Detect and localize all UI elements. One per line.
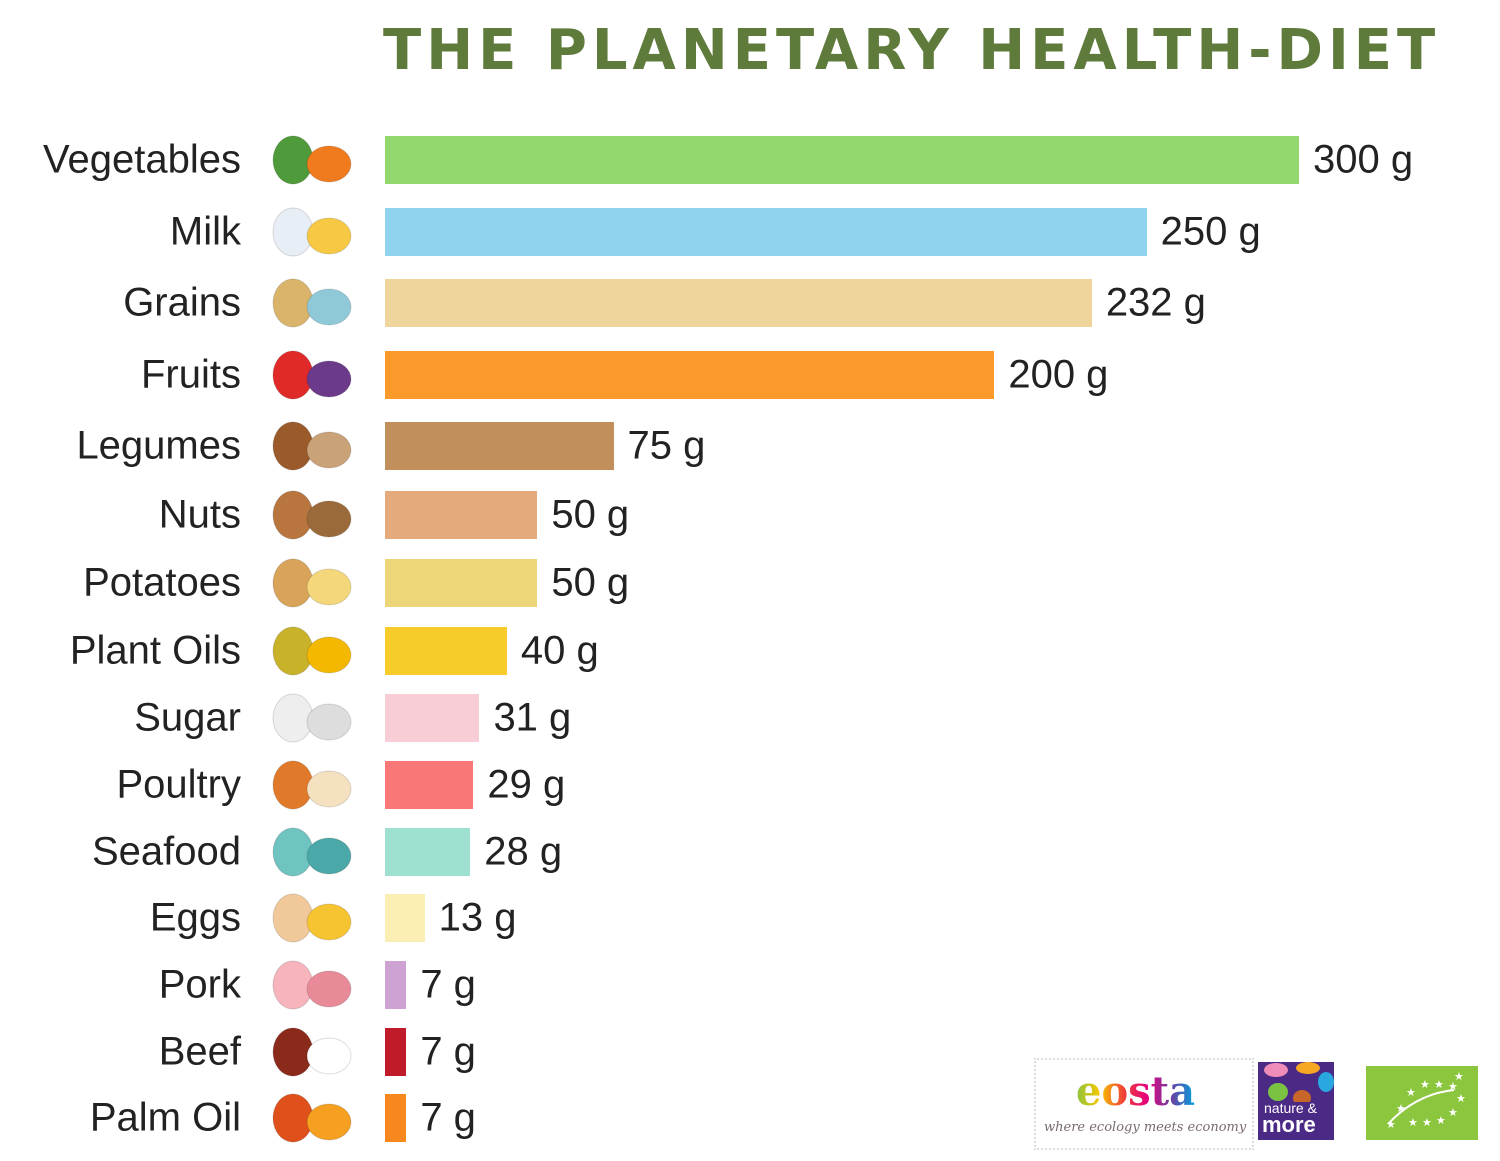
svg-text:★: ★ [1422,1116,1432,1129]
svg-text:★: ★ [1396,1102,1406,1115]
value-label: 300 g [1313,137,1414,182]
nature-and-text: nature & [1264,1100,1317,1116]
nature-and-more-logo: nature & more [1258,1062,1334,1140]
grains-icon [265,273,361,333]
category-label: Plant Oils [69,628,241,673]
bar-palm-oil [385,1094,407,1142]
value-label: 31 g [493,695,572,740]
value-label: 7 g [420,1029,476,1074]
svg-text:★: ★ [1436,1114,1446,1127]
vegetables-icon [265,130,361,190]
value-label: 7 g [420,1095,476,1140]
more-text: more [1262,1112,1316,1137]
value-label: 75 g [627,423,706,468]
potatoes-icon [265,553,361,613]
svg-text:★: ★ [1386,1118,1396,1131]
milk-cheese-icon [265,202,361,262]
category-label: Sugar [134,695,241,740]
category-label: Fruits [141,352,241,397]
value-label: 50 g [551,560,630,605]
pork-icon [265,955,361,1015]
svg-text:★: ★ [1448,1080,1458,1093]
category-label: Palm Oil [89,1095,241,1140]
bar-pork [385,961,407,1009]
svg-text:★: ★ [1434,1078,1444,1091]
svg-text:★: ★ [1408,1116,1418,1129]
bar-poultry [385,761,474,809]
svg-text:★: ★ [1406,1086,1416,1099]
plant-oils-icon [265,621,361,681]
svg-text:★: ★ [1454,1070,1464,1083]
sugar-icon [265,688,361,748]
value-label: 232 g [1105,280,1206,325]
category-label: Poultry [116,762,242,807]
category-label: Beef [158,1029,241,1074]
bar-grains [385,279,1092,327]
value-label: 28 g [484,829,563,874]
nuts-icon [265,485,361,545]
bar-milk [385,208,1147,256]
svg-text:★: ★ [1420,1078,1430,1091]
value-label: 200 g [1008,352,1109,397]
seafood-icon [265,822,361,882]
value-label: 29 g [487,762,566,807]
fruits-icon [265,345,361,405]
svg-text:★: ★ [1456,1092,1466,1105]
category-label: Nuts [158,492,241,537]
eu-organic-leaf-icon: ★★★★ ★ ★★★★★★★ [1386,1070,1466,1131]
eosta-wordmark: eosta [1076,1068,1196,1115]
legumes-icon [265,416,361,476]
eu-organic-logo: ★ ★ ★ ★ ★ ★ ★ ★ ★ ★ ★ ★ [1366,1066,1478,1140]
value-label: 40 g [520,628,599,673]
category-label: Milk [169,209,241,254]
eggs-icon [265,888,361,948]
bar-vegetables [385,136,1299,184]
eosta-tagline: where ecology meets economy [1044,1120,1247,1135]
palm-oil-icon [265,1088,361,1148]
chart-title: THE PLANETARY HEALTH-DIET [383,18,1441,83]
poultry-icon [265,755,361,815]
category-label: Vegetables [43,137,241,182]
bar-fruits [385,351,995,399]
bar-plant-oils [385,627,507,675]
value-label: 250 g [1160,209,1261,254]
category-label: Pork [158,962,241,1007]
category-label: Eggs [149,895,241,940]
category-label: Legumes [76,423,241,468]
category-label: Potatoes [83,560,241,605]
beef-icon [265,1022,361,1082]
bar-eggs [385,894,425,942]
bar-legumes [385,422,614,470]
bar-beef [385,1028,407,1076]
bar-potatoes [385,559,538,607]
value-label: 50 g [551,492,630,537]
value-label: 7 g [420,962,476,1007]
category-label: Grains [123,280,241,325]
svg-text:★: ★ [1448,1106,1458,1119]
eosta-logo: eosta where ecology meets economy [1034,1058,1254,1150]
color-blobs-icon [1264,1062,1334,1106]
category-label: Seafood [91,829,241,874]
bar-seafood [385,828,471,876]
bar-nuts [385,491,538,539]
bar-sugar [385,694,480,742]
value-label: 13 g [438,895,517,940]
